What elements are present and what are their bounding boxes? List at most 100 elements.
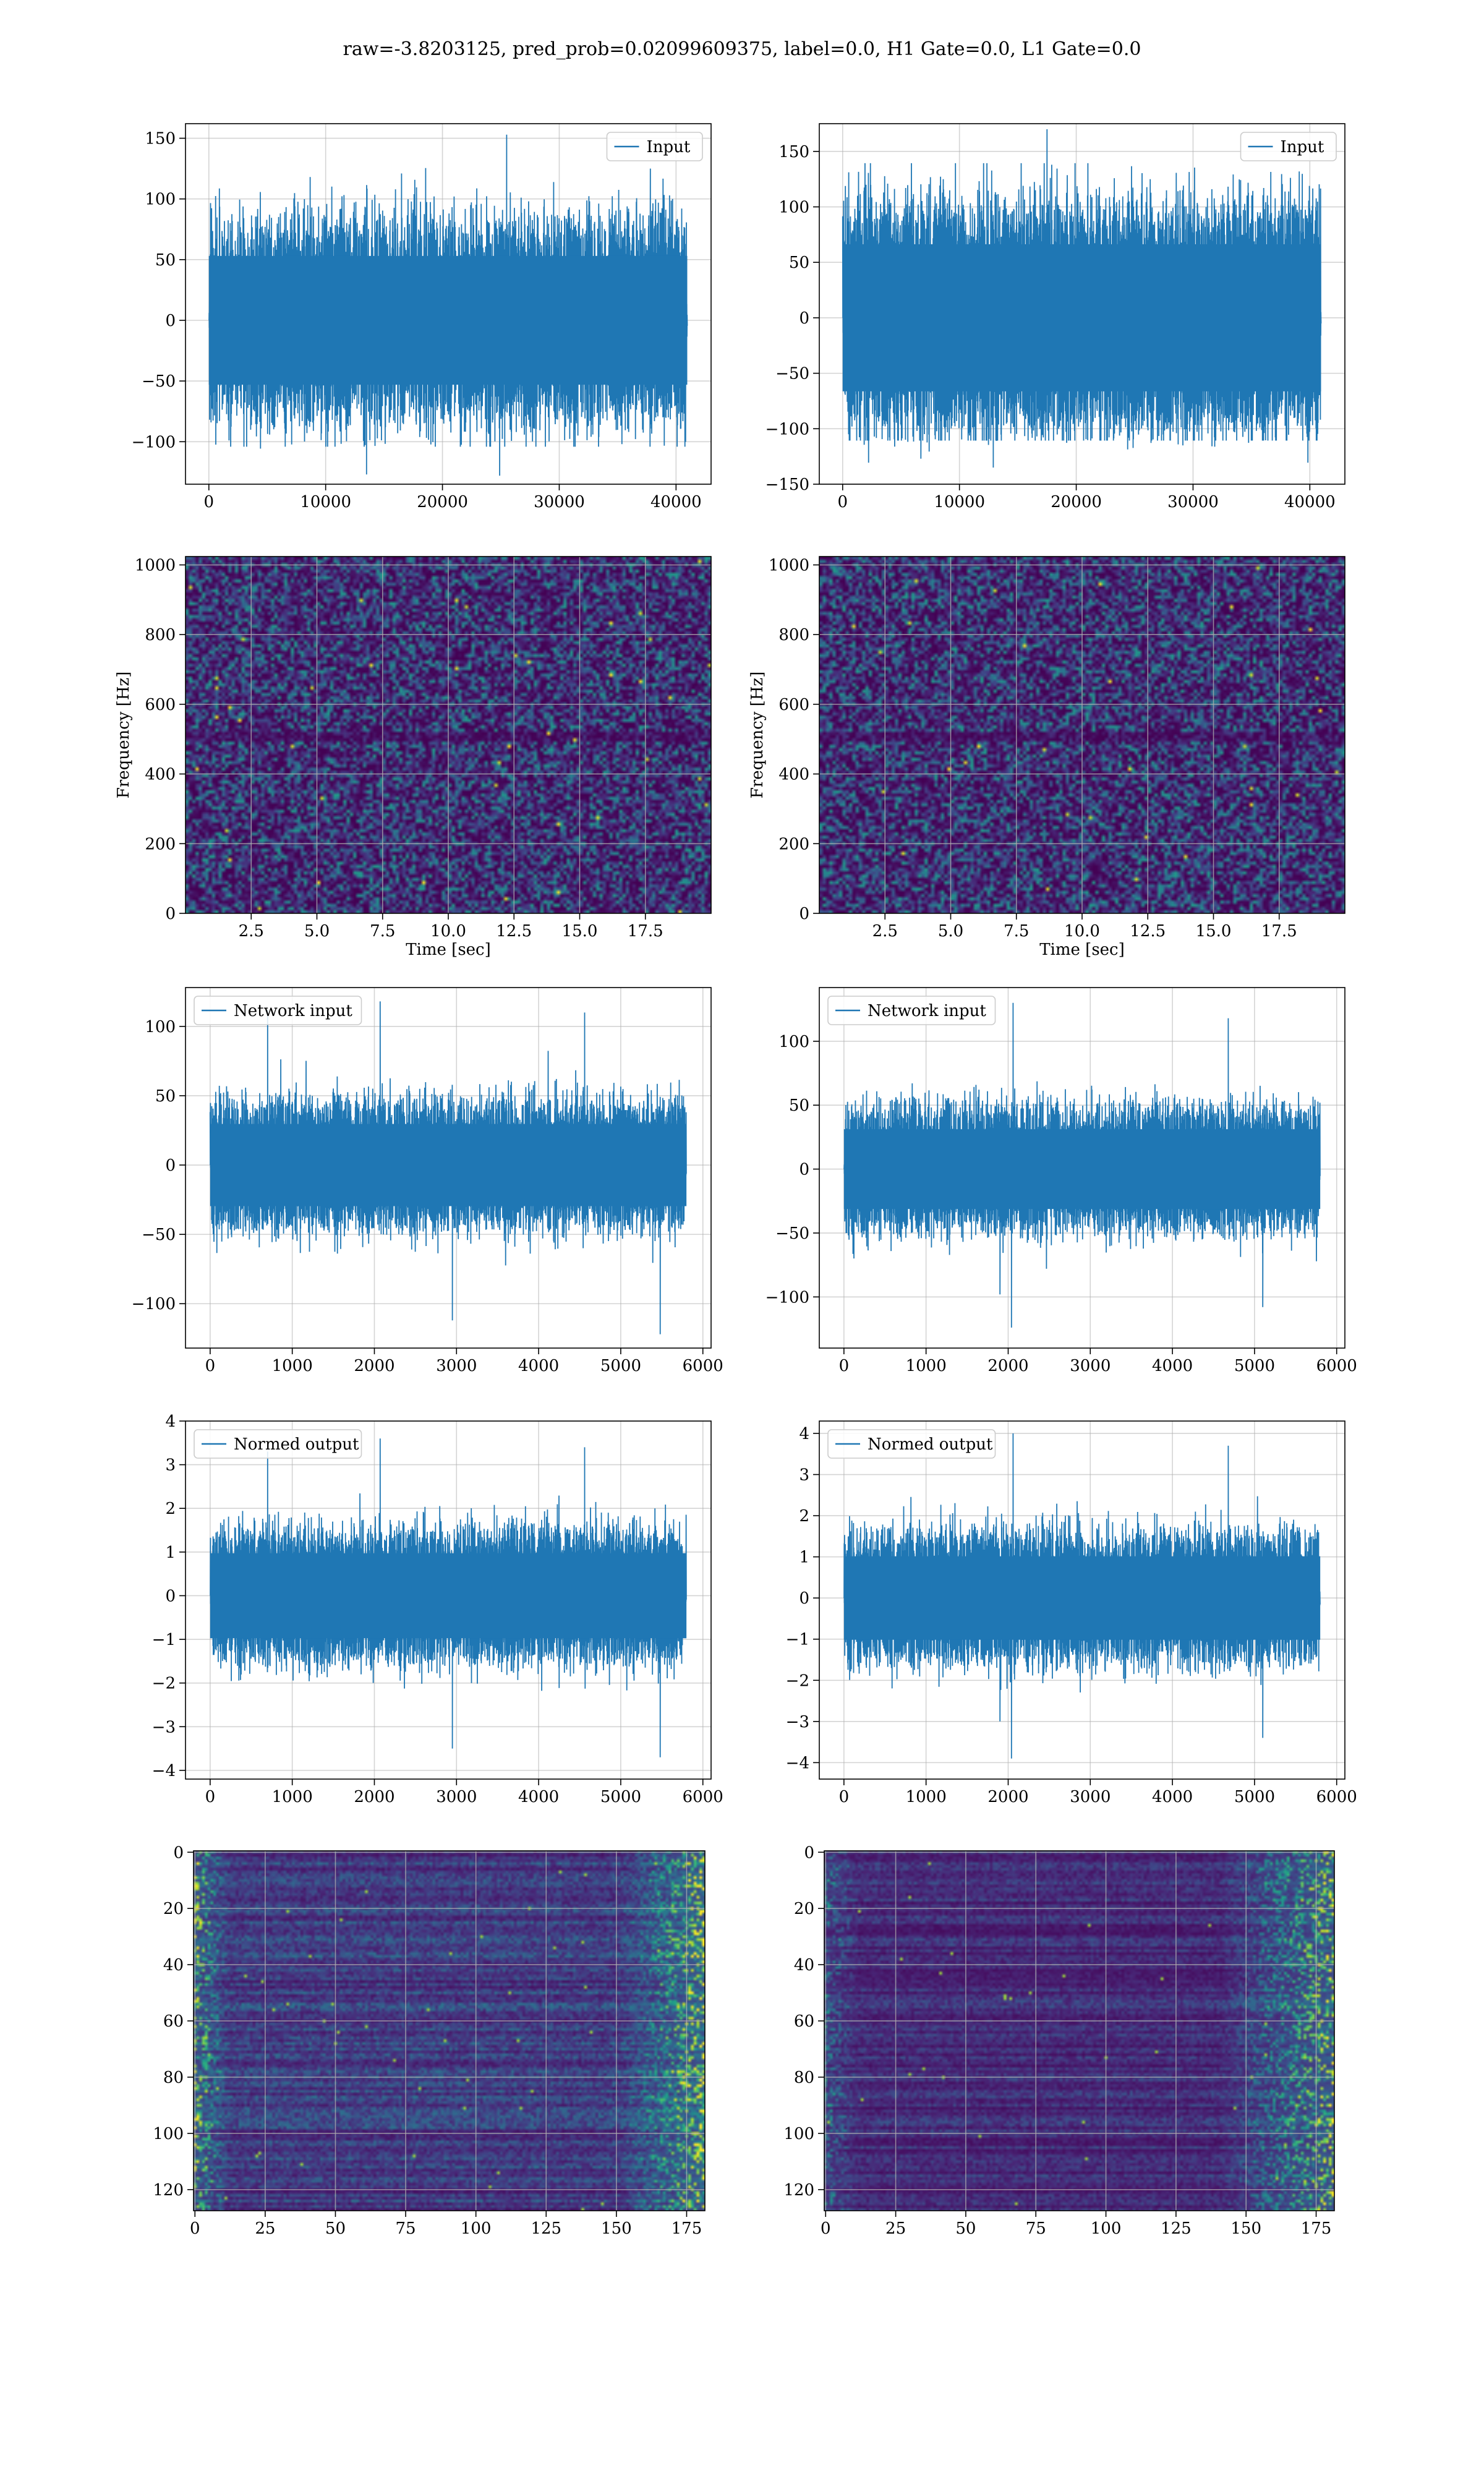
x-tick-label: 150 bbox=[1230, 2219, 1261, 2238]
y-tick-label: 100 bbox=[783, 2125, 814, 2143]
y-tick-label: 100 bbox=[145, 1018, 176, 1036]
x-tick-label: 0 bbox=[190, 2219, 200, 2238]
y-tick-label: 50 bbox=[155, 1087, 176, 1106]
y-tick-label: 0 bbox=[799, 1161, 809, 1179]
subplot-feat-l1: 0 25 50 75 100 125 150 175 0 20 40 60 80 100 120 bbox=[783, 1843, 1335, 2238]
legend: Input bbox=[1240, 132, 1337, 161]
y-tick-label: 400 bbox=[145, 766, 176, 784]
y-tick-label: 80 bbox=[794, 2068, 814, 2087]
x-tick-label: 2000 bbox=[354, 1788, 394, 1806]
y-axis-label: Frequency [Hz] bbox=[114, 672, 133, 799]
series-dense-core bbox=[210, 1553, 687, 1639]
x-tick-label: 12.5 bbox=[496, 922, 532, 941]
axes-frame bbox=[819, 1420, 1345, 1780]
x-tick-label: 10.0 bbox=[1064, 922, 1100, 941]
legend-label: Input bbox=[647, 138, 691, 156]
y-tick-label: 2 bbox=[799, 1507, 809, 1526]
x-tick-label: 2000 bbox=[354, 1357, 394, 1375]
y-tick-label: −1 bbox=[152, 1631, 176, 1649]
legend: Normed output bbox=[194, 1429, 362, 1459]
subplot-input-l1: 0 10000 20000 30000 40000 −150 −100 −50 0 50 100 15… bbox=[765, 123, 1345, 511]
y-tick-label: 100 bbox=[778, 1033, 809, 1051]
subplot-normed-h1: 0 1000 2000 3000 4000 5000 6000 −4 −3 −2 −1 0 1 2 3 4 No… bbox=[152, 1412, 723, 1806]
legend: Normed output bbox=[827, 1429, 996, 1459]
x-tick-label: 3000 bbox=[436, 1357, 477, 1375]
x-tick-label: 175 bbox=[672, 2219, 702, 2238]
y-tick-label: 20 bbox=[794, 1900, 814, 1918]
x-tick-label: 5.0 bbox=[304, 922, 330, 941]
y-tick-label: 1 bbox=[799, 1548, 809, 1567]
x-tick-label: 1000 bbox=[272, 1357, 313, 1375]
y-tick-label: 0 bbox=[165, 1587, 176, 1605]
y-tick-label: −50 bbox=[775, 365, 809, 383]
series-dense-core bbox=[842, 244, 1321, 391]
y-tick-label: 4 bbox=[799, 1425, 809, 1443]
x-tick-label: 10.0 bbox=[430, 922, 466, 941]
x-tick-label: 30000 bbox=[1167, 493, 1219, 511]
subplot-netin-l1: 0 1000 2000 3000 4000 5000 6000 −100 −50 0 50 100 Ne… bbox=[765, 987, 1357, 1375]
subplot-feat-h1: 0 25 50 75 100 125 150 175 0 20 40 60 80 100 120 bbox=[153, 1843, 706, 2238]
subplot-netin-h1: 0 1000 2000 3000 4000 5000 6000 −100 −50 0 50 100 Ne… bbox=[132, 987, 723, 1375]
x-tick-label: 15.0 bbox=[1196, 922, 1232, 941]
legend-label: Normed output bbox=[868, 1435, 993, 1454]
series-dense-core bbox=[843, 1129, 1321, 1210]
x-tick-label: 17.5 bbox=[628, 922, 663, 941]
y-tick-label: 1000 bbox=[769, 557, 809, 575]
x-tick-label: 4000 bbox=[1152, 1357, 1193, 1375]
x-tick-label: 6000 bbox=[683, 1788, 723, 1806]
y-tick-label: 40 bbox=[163, 1956, 184, 1974]
grid bbox=[194, 1851, 705, 2211]
y-tick-label: 200 bbox=[145, 835, 176, 853]
x-tick-label: 3000 bbox=[1070, 1788, 1111, 1806]
x-tick-label: 0 bbox=[205, 1788, 216, 1806]
y-tick-label: 150 bbox=[778, 143, 809, 161]
axes-frame bbox=[185, 123, 712, 485]
y-tick-label: 50 bbox=[789, 254, 809, 272]
x-axis-label: Time [sec] bbox=[406, 941, 491, 959]
y-tick-label: 800 bbox=[778, 626, 809, 644]
axes-frame bbox=[185, 1420, 712, 1780]
x-tick-label: 25 bbox=[255, 2219, 275, 2238]
x-tick-label: 2000 bbox=[987, 1788, 1028, 1806]
y-tick-label: −100 bbox=[132, 433, 176, 451]
x-tick-label: 25 bbox=[885, 2219, 906, 2238]
y-tick-label: −4 bbox=[152, 1762, 176, 1780]
y-tick-label: 0 bbox=[173, 1843, 184, 1862]
x-tick-label: 10000 bbox=[934, 493, 985, 511]
x-tick-label: 5000 bbox=[1234, 1357, 1275, 1375]
y-tick-label: −3 bbox=[152, 1718, 176, 1736]
y-tick-label: −100 bbox=[765, 1288, 809, 1307]
legend: Network input bbox=[827, 996, 996, 1025]
grid bbox=[819, 557, 1345, 913]
y-tick-label: 0 bbox=[799, 905, 809, 923]
subplot-spec-l1: 2.5 5.0 7.5 10.0 12.5 15.0 17.5 0 200 400 600 800 10… bbox=[748, 556, 1345, 959]
x-tick-label: 20000 bbox=[1051, 493, 1102, 511]
y-tick-label: −150 bbox=[765, 476, 809, 494]
y-tick-label: 60 bbox=[794, 2012, 814, 2031]
x-tick-label: 75 bbox=[1026, 2219, 1046, 2238]
x-tick-label: 125 bbox=[531, 2219, 561, 2238]
x-tick-label: 2.5 bbox=[872, 922, 898, 941]
x-tick-label: 6000 bbox=[1316, 1788, 1357, 1806]
y-tick-label: 0 bbox=[804, 1843, 814, 1862]
y-tick-label: −50 bbox=[142, 1226, 176, 1244]
y-tick-label: 100 bbox=[153, 2125, 184, 2143]
axes-frame bbox=[819, 123, 1345, 485]
x-tick-label: 10000 bbox=[300, 493, 351, 511]
x-tick-label: 0 bbox=[205, 1357, 216, 1375]
x-tick-label: 0 bbox=[204, 493, 215, 511]
heatmap-image bbox=[194, 1851, 705, 2211]
y-tick-label: 60 bbox=[163, 2012, 184, 2031]
y-axis-label: Frequency [Hz] bbox=[748, 672, 767, 799]
axes-frame bbox=[819, 987, 1345, 1349]
y-tick-label: 150 bbox=[145, 130, 176, 148]
y-tick-label: −50 bbox=[775, 1224, 809, 1243]
grid bbox=[186, 557, 711, 913]
y-tick-label: 3 bbox=[165, 1456, 176, 1475]
y-tick-label: 100 bbox=[778, 199, 809, 217]
x-tick-label: 0 bbox=[838, 493, 848, 511]
y-tick-label: −100 bbox=[765, 420, 809, 438]
x-axis-label: Time [sec] bbox=[1039, 941, 1125, 959]
